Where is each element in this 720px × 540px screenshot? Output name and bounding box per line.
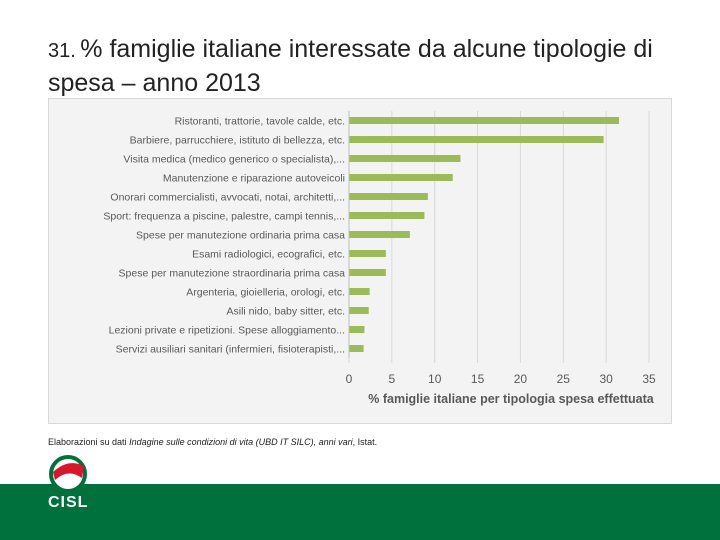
x-tick-label: 5 [389, 372, 396, 386]
bar [349, 307, 369, 314]
bar [349, 288, 370, 295]
x-tick-label: 35 [642, 372, 656, 386]
x-axis-title: % famiglie italiane per tipologia spesa … [368, 392, 655, 406]
bar [349, 174, 453, 181]
bar [349, 231, 410, 238]
bar [349, 212, 425, 219]
category-label: Spese per manutezione ordinaria prima ca… [136, 230, 345, 242]
bar [349, 136, 604, 143]
category-label: Barbiere, parrucchiere, istituto di bell… [130, 135, 345, 147]
logo-red-wedge [53, 463, 84, 480]
source-prefix: Elaborazioni su dati [48, 437, 130, 447]
slide-number: 31. [48, 40, 76, 62]
chart-area: 0 5 10 15 20 25 30 35 Ristoranti, trattorie, tav… [48, 98, 672, 424]
slide-title-block: 31. % famiglie italiane interessate da a… [48, 34, 688, 102]
category-label: Asili nido, baby sitter, etc. [227, 306, 345, 318]
category-label: Esami radiologici, ecografici, etc. [192, 249, 345, 261]
bar [349, 269, 386, 276]
cisl-logo [49, 455, 87, 493]
category-label: Sport: frequenza a piscine, palestre, ca… [103, 211, 345, 223]
category-label: Visita medica (medico generico o special… [123, 154, 345, 166]
bar [349, 117, 619, 124]
x-tick-label: 0 [346, 372, 353, 386]
x-tick-label: 15 [471, 372, 485, 386]
category-label: Argenteria, gioielleria, orologi, etc. [186, 287, 345, 299]
bar [349, 250, 386, 257]
x-tick-label: 30 [599, 372, 613, 386]
x-tick-label: 25 [557, 372, 571, 386]
source-note: Elaborazioni su dati Indagine sulle cond… [48, 437, 377, 447]
category-label: Lezioni private e ripetizioni. Spese all… [109, 325, 345, 337]
logo-text: CISL [48, 494, 89, 511]
bar-chart: 0 5 10 15 20 25 30 35 Ristoranti, trattorie, tav… [103, 111, 656, 406]
x-tick-label: 20 [514, 372, 528, 386]
source-suffix: , Istat. [352, 437, 378, 447]
footer-band [0, 484, 720, 540]
bar [349, 326, 365, 333]
source-survey-name: Indagine sulle condizioni di vita (UBD I… [129, 437, 353, 447]
category-label: Ristoranti, trattorie, tavole calde, etc… [175, 116, 345, 128]
category-label: Spese per manutezione straordinaria prim… [119, 268, 346, 280]
category-label: Manutenzione e riparazione autoveicoli [163, 173, 345, 185]
x-tick-label: 10 [428, 372, 442, 386]
slide-title: % famiglie italiane interessate da alcun… [48, 35, 653, 97]
bar [349, 155, 461, 162]
bar [349, 193, 428, 200]
category-label: Servizi ausiliari sanitari (infermieri, … [116, 344, 345, 356]
category-label: Onorari commercialisti, avvocati, notai,… [110, 192, 345, 204]
bar [349, 345, 364, 352]
